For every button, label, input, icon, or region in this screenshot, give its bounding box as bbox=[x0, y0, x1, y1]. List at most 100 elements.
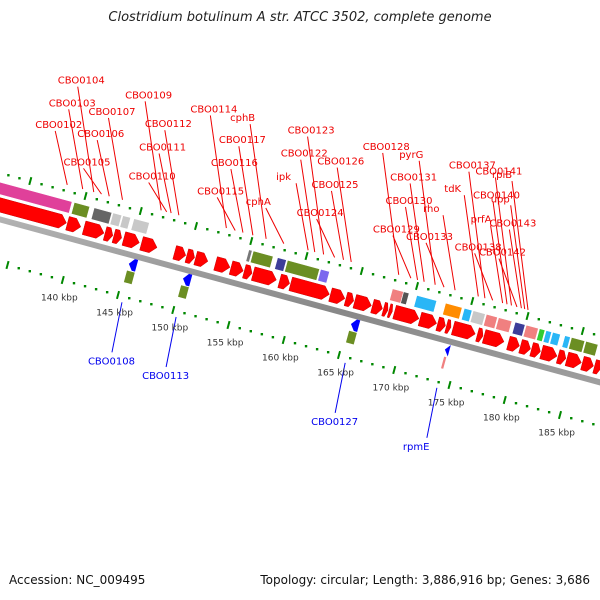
lower-minor-tick bbox=[592, 423, 595, 426]
upper-minor-tick bbox=[283, 249, 286, 252]
forward-gene-arrow bbox=[81, 220, 105, 239]
forward-label-leader bbox=[158, 153, 172, 214]
upper-minor-tick bbox=[217, 231, 220, 234]
forward-label-leader bbox=[382, 152, 400, 275]
forward-gene-arrow bbox=[506, 335, 520, 352]
forward-gene-arrow bbox=[328, 287, 346, 304]
forward-gene-arrow bbox=[580, 355, 594, 372]
forward-label-leader bbox=[508, 229, 522, 309]
lower-minor-tick bbox=[50, 276, 54, 279]
reverse-gene-label: CBO0113 bbox=[142, 371, 189, 382]
ruler-tick-label: 140 kbp bbox=[41, 293, 78, 303]
ruler-tick-label: 155 kbp bbox=[207, 338, 244, 348]
lower-minor-tick bbox=[404, 372, 407, 375]
forward-gene-arrow bbox=[555, 349, 567, 365]
upper-minor-tick bbox=[559, 324, 563, 327]
forward-cog-track bbox=[0, 181, 599, 357]
lower-minor-tick bbox=[514, 402, 518, 405]
cog-box bbox=[561, 335, 571, 349]
lower-major-tick bbox=[60, 275, 65, 285]
upper-minor-tick bbox=[493, 306, 496, 309]
forward-label-leader bbox=[418, 160, 436, 285]
upper-minor-tick bbox=[460, 297, 463, 300]
cog-box bbox=[130, 218, 150, 235]
forward-gene-label: ipk bbox=[276, 172, 291, 183]
forward-label-leader bbox=[442, 215, 456, 291]
lower-minor-tick bbox=[304, 345, 308, 348]
reverse-cog-box bbox=[441, 356, 447, 369]
reverse-label-leader bbox=[111, 302, 123, 353]
forward-label-leader bbox=[295, 183, 309, 251]
lower-minor-tick bbox=[128, 297, 131, 300]
forward-gene-arrow bbox=[111, 228, 122, 245]
forward-label-leader bbox=[336, 167, 352, 263]
forward-gene-arrow bbox=[370, 298, 383, 315]
cog-box bbox=[469, 310, 486, 326]
upper-minor-tick bbox=[183, 222, 187, 225]
lower-minor-tick bbox=[371, 363, 374, 366]
upper-minor-tick bbox=[95, 198, 98, 201]
lower-minor-tick bbox=[28, 270, 31, 273]
forward-gene-label: CBO0111 bbox=[139, 142, 186, 153]
forward-gene-arrow bbox=[102, 226, 114, 242]
forward-gene-arrow bbox=[592, 359, 600, 375]
lower-minor-tick bbox=[260, 333, 264, 336]
lower-minor-tick bbox=[315, 348, 319, 351]
forward-gene-arrow bbox=[481, 329, 505, 348]
genome-summary: Topology: circular; Length: 3,886,916 bp… bbox=[260, 573, 590, 587]
forward-gene-label: CBO0128 bbox=[363, 142, 410, 153]
upper-tick-ruler bbox=[7, 174, 596, 336]
forward-gene-arrow bbox=[450, 320, 476, 340]
forward-label-leader bbox=[164, 130, 180, 216]
upper-major-tick bbox=[415, 281, 420, 291]
forward-gene-arrow bbox=[475, 327, 484, 343]
lower-minor-tick bbox=[492, 396, 496, 399]
forward-gene-label: CBO0117 bbox=[219, 135, 266, 146]
cog-box bbox=[582, 340, 599, 357]
upper-minor-tick bbox=[449, 294, 452, 297]
cog-box bbox=[495, 317, 513, 334]
forward-gene-arrow bbox=[250, 266, 277, 286]
cog-box bbox=[119, 215, 132, 230]
forward-gene-label: tdK bbox=[444, 184, 461, 195]
upper-minor-tick bbox=[327, 261, 331, 264]
forward-gene-label: prfA bbox=[471, 214, 492, 225]
forward-gene-label: cphA bbox=[246, 197, 271, 208]
forward-label-leader bbox=[307, 136, 325, 255]
upper-minor-tick bbox=[349, 267, 353, 270]
forward-gene-label: CBO0130 bbox=[386, 196, 433, 207]
forward-gene-arrow bbox=[65, 216, 82, 233]
lower-major-tick bbox=[336, 350, 342, 360]
forward-label-leader bbox=[96, 139, 110, 197]
forward-gene-label: rpiB bbox=[492, 170, 512, 181]
reverse-gene-label: rpmE bbox=[403, 442, 430, 453]
lower-minor-tick bbox=[139, 300, 142, 303]
upper-minor-tick bbox=[537, 318, 540, 321]
lower-major-tick bbox=[115, 290, 121, 300]
forward-gene-arrow bbox=[228, 260, 244, 277]
forward-gene-label: CBO0138 bbox=[455, 242, 502, 253]
reverse-cog-box bbox=[345, 330, 357, 345]
lower-major-tick bbox=[557, 410, 563, 420]
forward-label-leader bbox=[330, 190, 344, 260]
upper-minor-tick bbox=[316, 258, 319, 261]
reverse-cog-track bbox=[123, 270, 447, 369]
forward-gene-arrow bbox=[392, 304, 420, 325]
cog-box bbox=[109, 212, 123, 228]
forward-label-leader bbox=[511, 180, 529, 311]
cog-box bbox=[0, 181, 73, 214]
forward-gene-label: CBO0116 bbox=[211, 158, 258, 169]
upper-minor-tick bbox=[382, 276, 386, 279]
upper-minor-tick bbox=[18, 177, 21, 180]
cog-box bbox=[249, 250, 274, 269]
forward-gene-arrow bbox=[518, 339, 531, 355]
lower-minor-tick bbox=[437, 381, 440, 384]
forward-gene-arrow bbox=[213, 256, 231, 273]
lower-minor-tick bbox=[382, 366, 385, 369]
upper-minor-tick bbox=[62, 189, 65, 192]
forward-label-leader bbox=[209, 115, 227, 229]
lower-minor-tick bbox=[271, 336, 275, 339]
cog-box bbox=[568, 336, 586, 353]
forward-gene-label: CBO0105 bbox=[63, 157, 110, 168]
